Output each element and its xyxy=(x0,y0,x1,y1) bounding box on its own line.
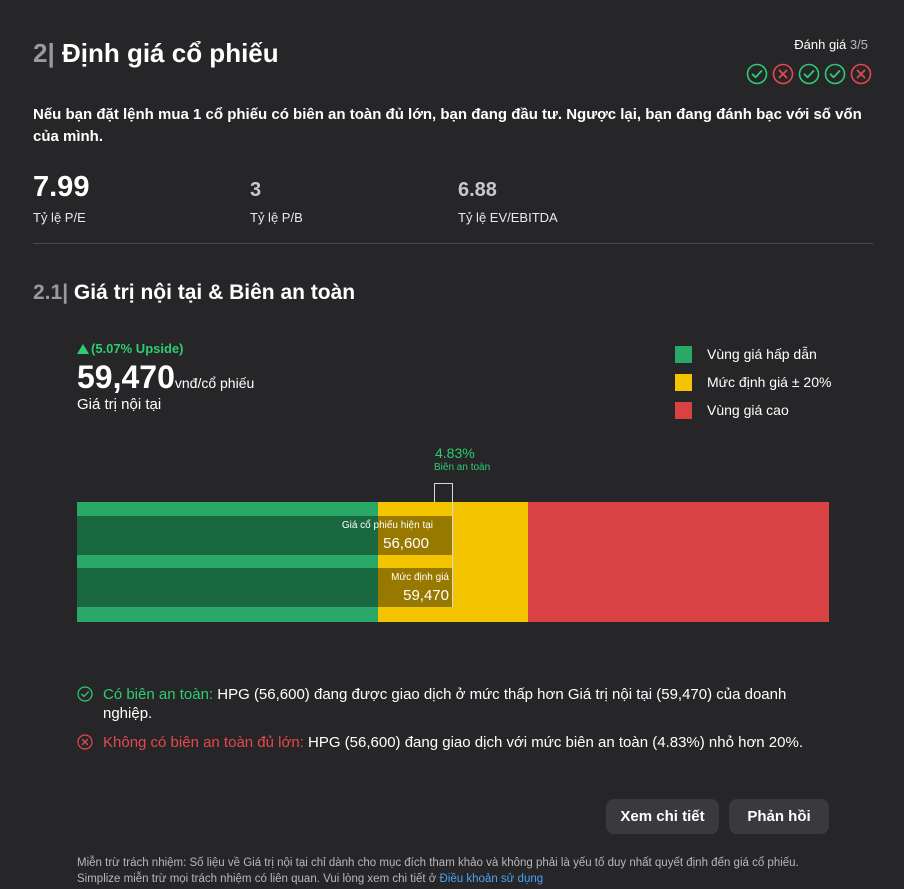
metric-value: 3 xyxy=(250,179,262,201)
legend-swatch xyxy=(675,345,692,363)
legend-item-expensive: Vùng giá cao xyxy=(675,396,831,424)
up-arrow-icon xyxy=(77,343,89,354)
current-price-value: 56,600 xyxy=(383,535,429,552)
note-status: Có biên an toàn: xyxy=(103,686,214,703)
valuation-marker-line xyxy=(452,483,453,607)
metric-pb: 3 Tỷ lệ P/B xyxy=(250,176,303,225)
x-circle-icon xyxy=(850,63,872,85)
legend-item-attractive: Vùng giá hấp dẫn xyxy=(675,340,831,368)
x-circle-icon xyxy=(77,734,93,750)
check-circle-icon xyxy=(77,686,93,702)
safety-margin-bracket xyxy=(434,483,453,503)
page-title: 2| Định giá cổ phiếu xyxy=(33,38,279,69)
upside-indicator: (5.07% Upside) xyxy=(77,341,183,356)
rating-score: 3/5 xyxy=(849,37,868,52)
metric-pe: 7.99 Tỷ lệ P/E xyxy=(33,170,89,225)
divider xyxy=(33,243,873,244)
check-circle-icon xyxy=(746,63,768,85)
intrinsic-value-bar xyxy=(77,568,453,607)
note-pass: Có biên an toàn: HPG (56,600) đang được … xyxy=(77,685,837,723)
intro-text: Nếu bạn đặt lệnh mua 1 cổ phiếu có biên … xyxy=(33,106,862,145)
disclaimer-text: Miễn trừ trách nhiệm: Số liệu về Giá trị… xyxy=(77,857,799,885)
safety-margin-value: 4.83% xyxy=(435,445,475,461)
metric-label: Tỷ lệ EV/EBITDA xyxy=(458,210,558,225)
intrinsic-bar-label: Mức định giá xyxy=(391,572,449,583)
view-details-button[interactable]: Xem chi tiết xyxy=(606,799,719,834)
note-status: Không có biên an toàn đủ lớn: xyxy=(103,734,304,751)
safety-margin-label: Biên an toàn xyxy=(434,462,491,473)
feedback-button[interactable]: Phản hồi xyxy=(729,799,829,834)
legend-label: Vùng giá cao xyxy=(707,402,789,418)
note-text: HPG (56,600) đang giao dịch với mức biên… xyxy=(308,734,803,751)
metric-value: 7.99 xyxy=(33,171,90,203)
legend-label: Vùng giá hấp dẫn xyxy=(707,346,817,362)
intrinsic-unit: vnđ/cổ phiếu xyxy=(174,375,255,391)
subsection-number: 2.1| xyxy=(33,281,69,304)
note-fail: Không có biên an toàn đủ lớn: HPG (56,60… xyxy=(77,733,837,752)
legend-label: Mức định giá ± 20% xyxy=(707,374,832,390)
current-price-label: Giá cổ phiếu hiện tại xyxy=(341,520,433,531)
zone-fair xyxy=(378,502,528,622)
subsection-text: Giá trị nội tại & Biên an toàn xyxy=(73,281,356,304)
metric-ev-ebitda: 6.88 Tỷ lệ EV/EBITDA xyxy=(458,176,558,225)
legend-swatch xyxy=(675,401,692,419)
metric-value: 6.88 xyxy=(458,179,497,201)
zone-expensive xyxy=(528,502,829,622)
zone-attractive xyxy=(77,502,378,622)
intrinsic-value: 59,470vnđ/cổ phiếu xyxy=(77,359,254,396)
note-text: HPG (56,600) đang được giao dịch ở mức t… xyxy=(103,686,787,722)
subsection-title: 2.1| Giá trị nội tại & Biên an toàn xyxy=(33,281,355,305)
check-circle-icon xyxy=(824,63,846,85)
legend-swatch xyxy=(675,373,692,391)
upside-text: (5.07% Upside) xyxy=(91,341,184,356)
rating-text: Đánh giá xyxy=(794,37,847,52)
section-title: Định giá cổ phiếu xyxy=(61,38,279,68)
rating-label: Đánh giá 3/5 xyxy=(794,37,868,52)
terms-link[interactable]: Điều khoản sử dụng xyxy=(439,873,544,885)
legend-item-fair: Mức định giá ± 20% xyxy=(675,368,831,396)
intrinsic-bar-value: 59,470 xyxy=(403,587,449,604)
x-circle-icon xyxy=(772,63,794,85)
current-price-bar xyxy=(77,516,453,555)
metric-label: Tỷ lệ P/B xyxy=(250,210,303,225)
metric-label: Tỷ lệ P/E xyxy=(33,210,86,225)
section-number: 2| xyxy=(33,38,55,68)
check-circle-icon xyxy=(798,63,820,85)
rating-icons xyxy=(746,63,872,85)
legend: Vùng giá hấp dẫn Mức định giá ± 20% Vùng… xyxy=(675,340,831,424)
disclaimer: Miễn trừ trách nhiệm: Số liệu về Giá trị… xyxy=(77,855,837,887)
intrinsic-number: 59,470 xyxy=(77,359,175,395)
intrinsic-label: Giá trị nội tại xyxy=(77,396,162,413)
